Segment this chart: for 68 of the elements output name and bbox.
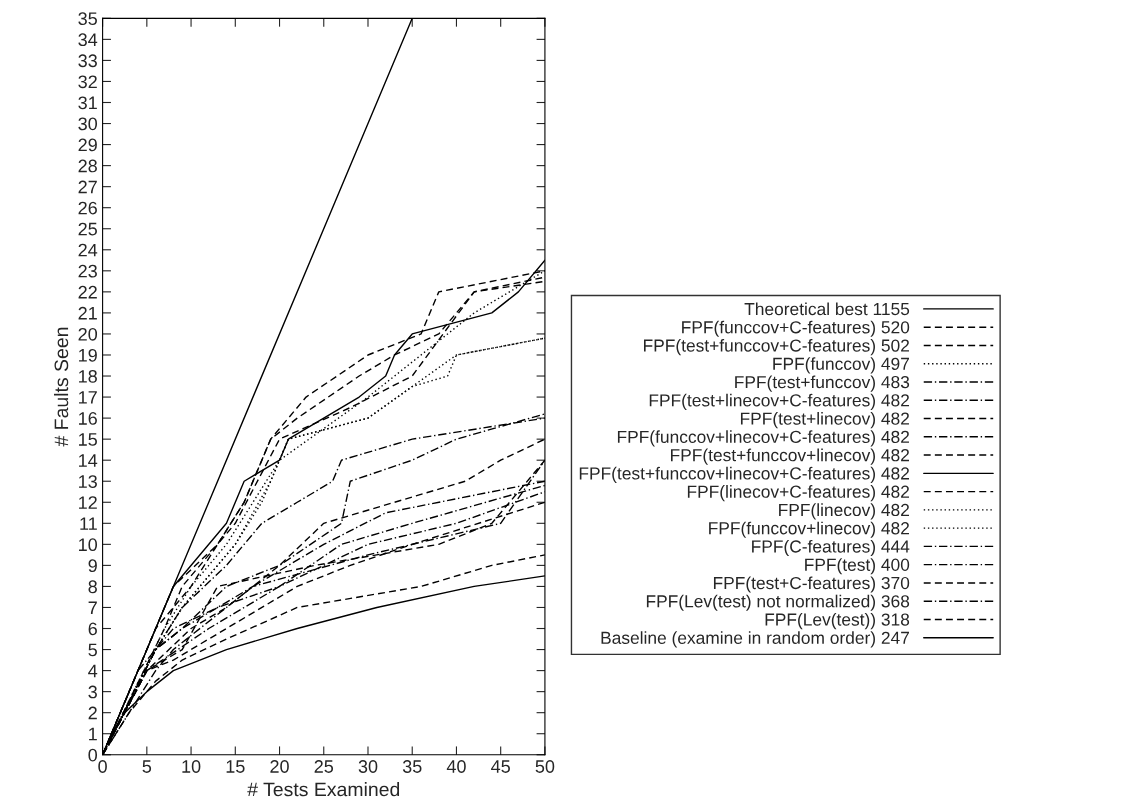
y-axis-title: # Faults Seen: [53, 327, 69, 447]
y-tick-label: 20: [78, 327, 98, 341]
y-tick-label: 0: [88, 748, 98, 762]
x-axis-title: # Tests Examined: [247, 782, 400, 797]
x-tick-label: 45: [491, 760, 510, 773]
legend-label: Theoretical best 1155: [744, 302, 910, 316]
y-tick-label: 11: [80, 517, 97, 530]
y-tick-label: 15: [79, 433, 97, 446]
y-tick-label: 35: [78, 12, 97, 26]
x-tick-label: 0: [98, 760, 107, 773]
x-tick-label: 35: [402, 760, 422, 773]
y-tick-label: 2: [88, 706, 97, 720]
legend-label: FPF(test+linecov+C-features) 482: [649, 393, 909, 410]
x-tick-label: 10: [182, 760, 201, 773]
y-tick-label: 32: [78, 75, 97, 89]
legend-label: FPF(funccov+linecov) 482: [709, 521, 909, 538]
y-tick-label: 17: [79, 391, 97, 404]
legend-label: FPF(C-features) 444: [752, 539, 910, 557]
y-tick-label: 29: [78, 138, 97, 152]
legend-label: FPF(test+C-features) 370: [713, 576, 910, 593]
y-tick-label: 10: [79, 538, 98, 552]
y-tick-label: 28: [78, 159, 97, 173]
y-tick-label: 34: [78, 33, 98, 47]
y-tick-label: 3: [88, 685, 97, 699]
legend-label: FPF(test+funccov) 483: [735, 375, 910, 392]
x-tick-label: 25: [314, 760, 334, 773]
y-tick-label: 16: [79, 412, 97, 425]
y-tick-label: 8: [88, 580, 97, 594]
legend-label: FPF(test+funccov+linecov) 482: [671, 448, 909, 465]
y-tick-label: 12: [79, 496, 97, 509]
y-tick-label: 33: [78, 54, 97, 68]
x-tick-label: 30: [358, 760, 378, 773]
legend-label: FPF(funccov) 497: [773, 357, 909, 374]
y-tick-label: 23: [78, 264, 97, 278]
legend-label: FPF(funccov+C-features) 520: [682, 320, 910, 337]
y-tick-label: 19: [79, 348, 97, 362]
legend-label: FPF(linecov+C-features) 482: [687, 485, 909, 502]
legend-label: FPF(Lev(test)) 318: [765, 612, 910, 630]
y-tick-label: 18: [79, 369, 97, 383]
y-tick-label: 1: [89, 727, 97, 741]
y-tick-label: 26: [78, 201, 97, 215]
y-tick-label: 21: [78, 306, 97, 320]
legend-label: FPF(test+funccov+linecov+C-features) 482: [579, 466, 909, 483]
y-tick-label: 25: [78, 222, 97, 236]
y-tick-label: 24: [78, 243, 98, 257]
legend-label: FPF(linecov) 482: [779, 503, 909, 520]
x-tick-label: 20: [270, 760, 289, 773]
y-tick-label: 30: [78, 117, 98, 131]
legend-label: FPF(funccov+linecov+C-features) 482: [617, 430, 909, 447]
y-tick-label: 14: [79, 454, 98, 467]
legend-label: FPF(test) 400: [805, 558, 910, 575]
x-tick-label: 15: [226, 760, 245, 773]
legend-label: FPF(Lev(test) not normalized) 368: [646, 594, 910, 611]
y-tick-label: 27: [78, 180, 97, 194]
legend-label: FPF(test+funccov+C-features) 502: [644, 338, 909, 356]
y-tick-label: 13: [79, 475, 97, 488]
legend-label: Baseline (examine in random order) 247: [601, 631, 909, 648]
y-tick-label: 9: [88, 559, 97, 573]
y-tick-label: 7: [88, 601, 97, 615]
y-tick-label: 31: [78, 96, 97, 110]
y-tick-label: 5: [88, 643, 97, 657]
y-tick-label: 6: [88, 622, 97, 636]
x-tick-label: 40: [446, 760, 466, 773]
legend-label: FPF(test+linecov) 482: [740, 412, 909, 429]
x-tick-label: 50: [535, 760, 555, 773]
y-tick-label: 22: [78, 285, 97, 299]
y-tick-label: 4: [88, 664, 98, 678]
x-tick-label: 5: [142, 760, 152, 773]
